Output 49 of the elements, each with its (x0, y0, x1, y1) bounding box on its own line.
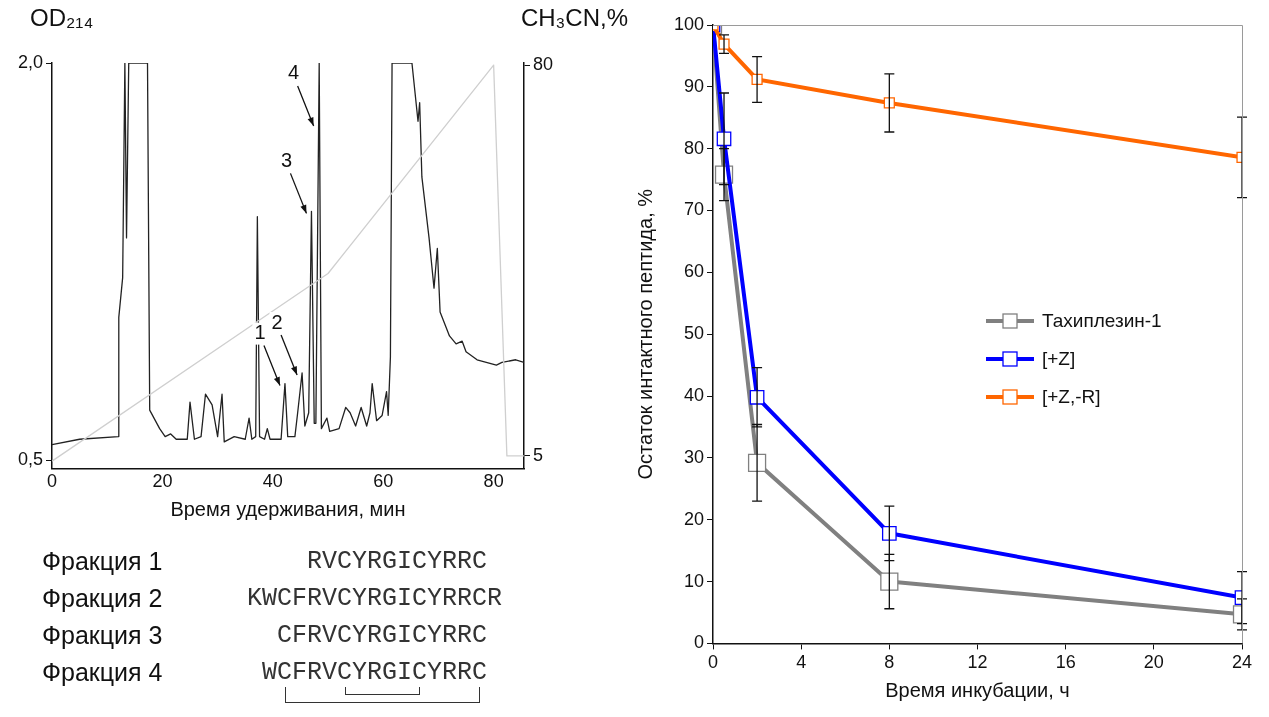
y-tick-label: 50 (683, 323, 704, 344)
annotation: 3 (280, 148, 293, 171)
y2-tick-label: 80 (533, 54, 554, 75)
y-tick-label: 90 (683, 75, 704, 96)
y-tick-label: 40 (683, 385, 704, 406)
legend-label: [+Z,-R] (1042, 386, 1101, 409)
legend-label: [+Z] (1042, 348, 1076, 371)
y-tick-label: 30 (683, 446, 704, 467)
y2-tick-label: 5 (533, 444, 544, 465)
annotation: 2 (271, 310, 283, 333)
y-tick-label: 20 (683, 508, 704, 529)
x-tick-label: 12 (967, 652, 988, 673)
y-tick-label: 0,5 (17, 449, 43, 470)
text: KWCFRVCYRGICYRRCR (247, 584, 503, 613)
annotation: 4 (288, 61, 300, 84)
y-tick-label: 10 (683, 570, 704, 591)
y-axis-title: OD₂₁₄ (30, 4, 94, 32)
x-tick-label: 40 (262, 471, 283, 492)
x-tick-label: 0 (707, 652, 719, 673)
text: CFRVCYRGICYRRC (276, 621, 488, 650)
category-label: Фракция 2 (42, 584, 164, 613)
x-axis-title: Время инкубации, ч (885, 678, 1070, 701)
x-tick-label: 0 (46, 471, 58, 492)
x-tick-label: 4 (796, 652, 807, 673)
x-tick-label: 8 (884, 652, 895, 673)
x-tick-label: 16 (1055, 652, 1076, 673)
category-label: Фракция 4 (42, 658, 164, 687)
x-tick-label: 80 (483, 471, 504, 492)
y-tick-label: 60 (683, 261, 704, 282)
x-tick-label: 20 (1143, 652, 1164, 673)
y-axis-title: Остаток интактного пептида, % (633, 188, 656, 480)
legend-label: Тахиплезин-1 (1042, 310, 1162, 333)
y-tick-label: 100 (673, 13, 704, 34)
x-tick-label: 24 (1231, 652, 1253, 673)
text: WCFRVCYRGICYRRC (261, 658, 488, 687)
category-label: Фракция 1 (42, 547, 164, 576)
point (881, 525, 897, 541)
y-tick-label: 0 (693, 632, 704, 653)
point (880, 572, 899, 591)
y-tick-label: 70 (683, 199, 704, 220)
text: RVCYRGICYRRC (306, 547, 488, 576)
x-axis-title: Время удерживания, мин (170, 497, 406, 520)
y-tick-label: 80 (683, 137, 704, 158)
y-tick-label: 2,0 (17, 51, 43, 72)
x-tick-label: 20 (152, 471, 173, 492)
y2-axis-title: CH₃CN,% (520, 4, 628, 32)
category-label: Фракция 3 (42, 621, 164, 650)
x-tick-label: 60 (373, 471, 394, 492)
annotation: 1 (254, 321, 266, 344)
